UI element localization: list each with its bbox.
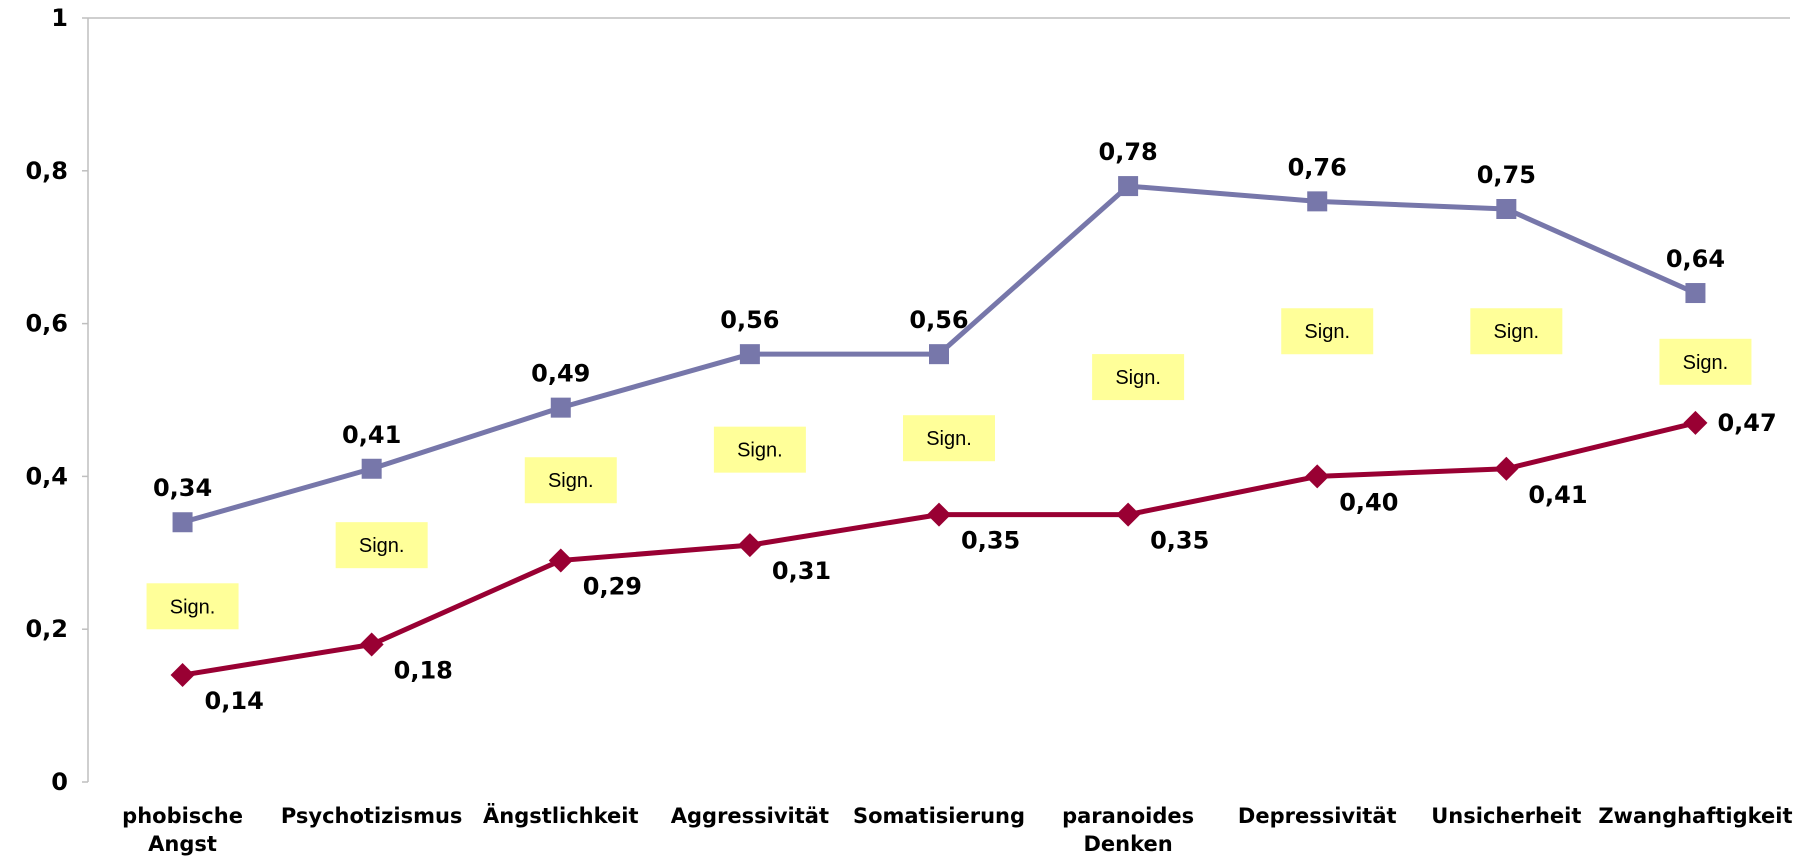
sign-box bbox=[524, 457, 617, 504]
x-category-label: Ängstlichkeit bbox=[483, 803, 638, 828]
sign-label: Sign. bbox=[1494, 321, 1540, 343]
x-category-label: Somatisierung bbox=[853, 804, 1025, 828]
data-point bbox=[1118, 176, 1139, 197]
sign-box bbox=[1092, 354, 1185, 401]
x-category-label: Aggressivität bbox=[671, 804, 829, 828]
sign-annotation: Sign. bbox=[335, 522, 428, 569]
sign-box bbox=[335, 522, 428, 569]
data-label: 0,35 bbox=[961, 527, 1020, 555]
sign-label: Sign. bbox=[1115, 367, 1161, 389]
x-category-label: Psychotizismus bbox=[281, 804, 463, 828]
data-point bbox=[361, 458, 382, 479]
sign-annotation: Sign. bbox=[524, 457, 617, 504]
data-point bbox=[359, 632, 384, 657]
sign-annotation: Sign. bbox=[903, 415, 995, 462]
data-point bbox=[1496, 199, 1517, 219]
data-label: 0,40 bbox=[1339, 488, 1398, 516]
significance-annotations: Sign. Sign. Sign. Sign. Sign. Sign. Sign. Sign.… bbox=[146, 308, 1752, 630]
sign-label: Sign. bbox=[737, 440, 783, 462]
data-label: 0,34 bbox=[153, 474, 212, 502]
data-label: 0,35 bbox=[1150, 527, 1209, 555]
x-category-label: Depressivität bbox=[1238, 804, 1397, 828]
data-point bbox=[927, 502, 951, 527]
data-point bbox=[929, 344, 949, 365]
sign-annotation: Sign. bbox=[1281, 308, 1374, 355]
sign-box bbox=[903, 415, 995, 462]
sign-annotation: Sign. bbox=[1470, 308, 1563, 355]
sign-box bbox=[713, 426, 806, 473]
data-label: 0,76 bbox=[1288, 153, 1347, 181]
y-tick-label: 0,2 bbox=[25, 615, 68, 643]
series-layer: 0,34 0,41 0,49 0,56 0,56 0,78 0,76 0,75 0,64 0,14… bbox=[153, 138, 1777, 715]
data-label: 0,56 bbox=[720, 306, 779, 334]
sign-label: Sign. bbox=[548, 470, 594, 492]
data-label: 0,56 bbox=[909, 306, 968, 334]
data-point bbox=[1307, 191, 1328, 212]
data-point bbox=[1685, 283, 1706, 304]
sign-label: Sign. bbox=[1683, 352, 1729, 374]
sign-box bbox=[146, 583, 239, 630]
data-label: 0,18 bbox=[394, 656, 453, 684]
data-point bbox=[1305, 464, 1330, 489]
data-point bbox=[1494, 456, 1519, 481]
data-point bbox=[548, 548, 573, 573]
data-point bbox=[737, 533, 762, 558]
data-label: 0,14 bbox=[205, 687, 264, 715]
data-label: 0,64 bbox=[1666, 245, 1725, 273]
x-category-label: Unsicherheit bbox=[1431, 804, 1581, 828]
data-label: 0,78 bbox=[1099, 138, 1158, 166]
data-point bbox=[1116, 502, 1141, 527]
x-axis-labels: phobische Angst Psychotizismus Ängstlichkei… bbox=[122, 803, 1792, 856]
y-tick-label: 0,4 bbox=[25, 462, 68, 490]
data-label: 0,29 bbox=[583, 572, 642, 600]
y-tick-label: 0,6 bbox=[25, 310, 68, 338]
x-category-label: phobische Angst bbox=[122, 804, 243, 856]
y-tick-label: 0 bbox=[51, 768, 68, 796]
data-label: 0,75 bbox=[1477, 161, 1536, 189]
sign-label: Sign. bbox=[1304, 321, 1350, 343]
data-point bbox=[1683, 410, 1708, 435]
axes bbox=[87, 17, 1790, 782]
sign-annotation: Sign. bbox=[713, 426, 806, 473]
data-label: 0,49 bbox=[531, 360, 590, 388]
x-category-label: paranoides Denken bbox=[1062, 804, 1194, 856]
sign-box bbox=[1470, 308, 1563, 355]
sign-annotation: Sign. bbox=[1659, 338, 1752, 385]
x-category-label: Zwanghaftigkeit bbox=[1598, 804, 1792, 828]
data-point bbox=[739, 344, 760, 365]
data-point bbox=[172, 512, 193, 533]
data-label: 0,41 bbox=[342, 421, 401, 449]
y-axis-ticks: 0 0,2 0,4 0,6 0,8 1 bbox=[25, 4, 88, 796]
data-label: 0,41 bbox=[1528, 481, 1587, 509]
data-point bbox=[170, 663, 195, 688]
data-label: 0,31 bbox=[772, 557, 831, 585]
sign-annotation: Sign. bbox=[146, 583, 239, 630]
data-point bbox=[550, 397, 571, 418]
y-tick-label: 0,8 bbox=[25, 157, 68, 185]
sign-label: Sign. bbox=[170, 596, 216, 618]
sign-box bbox=[1281, 308, 1374, 355]
sign-annotation: Sign. bbox=[1092, 354, 1185, 401]
sign-box bbox=[1659, 338, 1752, 385]
sign-label: Sign. bbox=[926, 428, 972, 450]
series-2: 0,14 0,18 0,29 0,31 0,35 0,35 0,40 0,41 0,47 bbox=[170, 409, 1777, 715]
sign-label: Sign. bbox=[359, 535, 405, 557]
y-tick-label: 1 bbox=[51, 4, 68, 32]
data-label: 0,47 bbox=[1717, 409, 1776, 437]
series-1: 0,34 0,41 0,49 0,56 0,56 0,78 0,76 0,75 0,64 bbox=[153, 138, 1725, 533]
